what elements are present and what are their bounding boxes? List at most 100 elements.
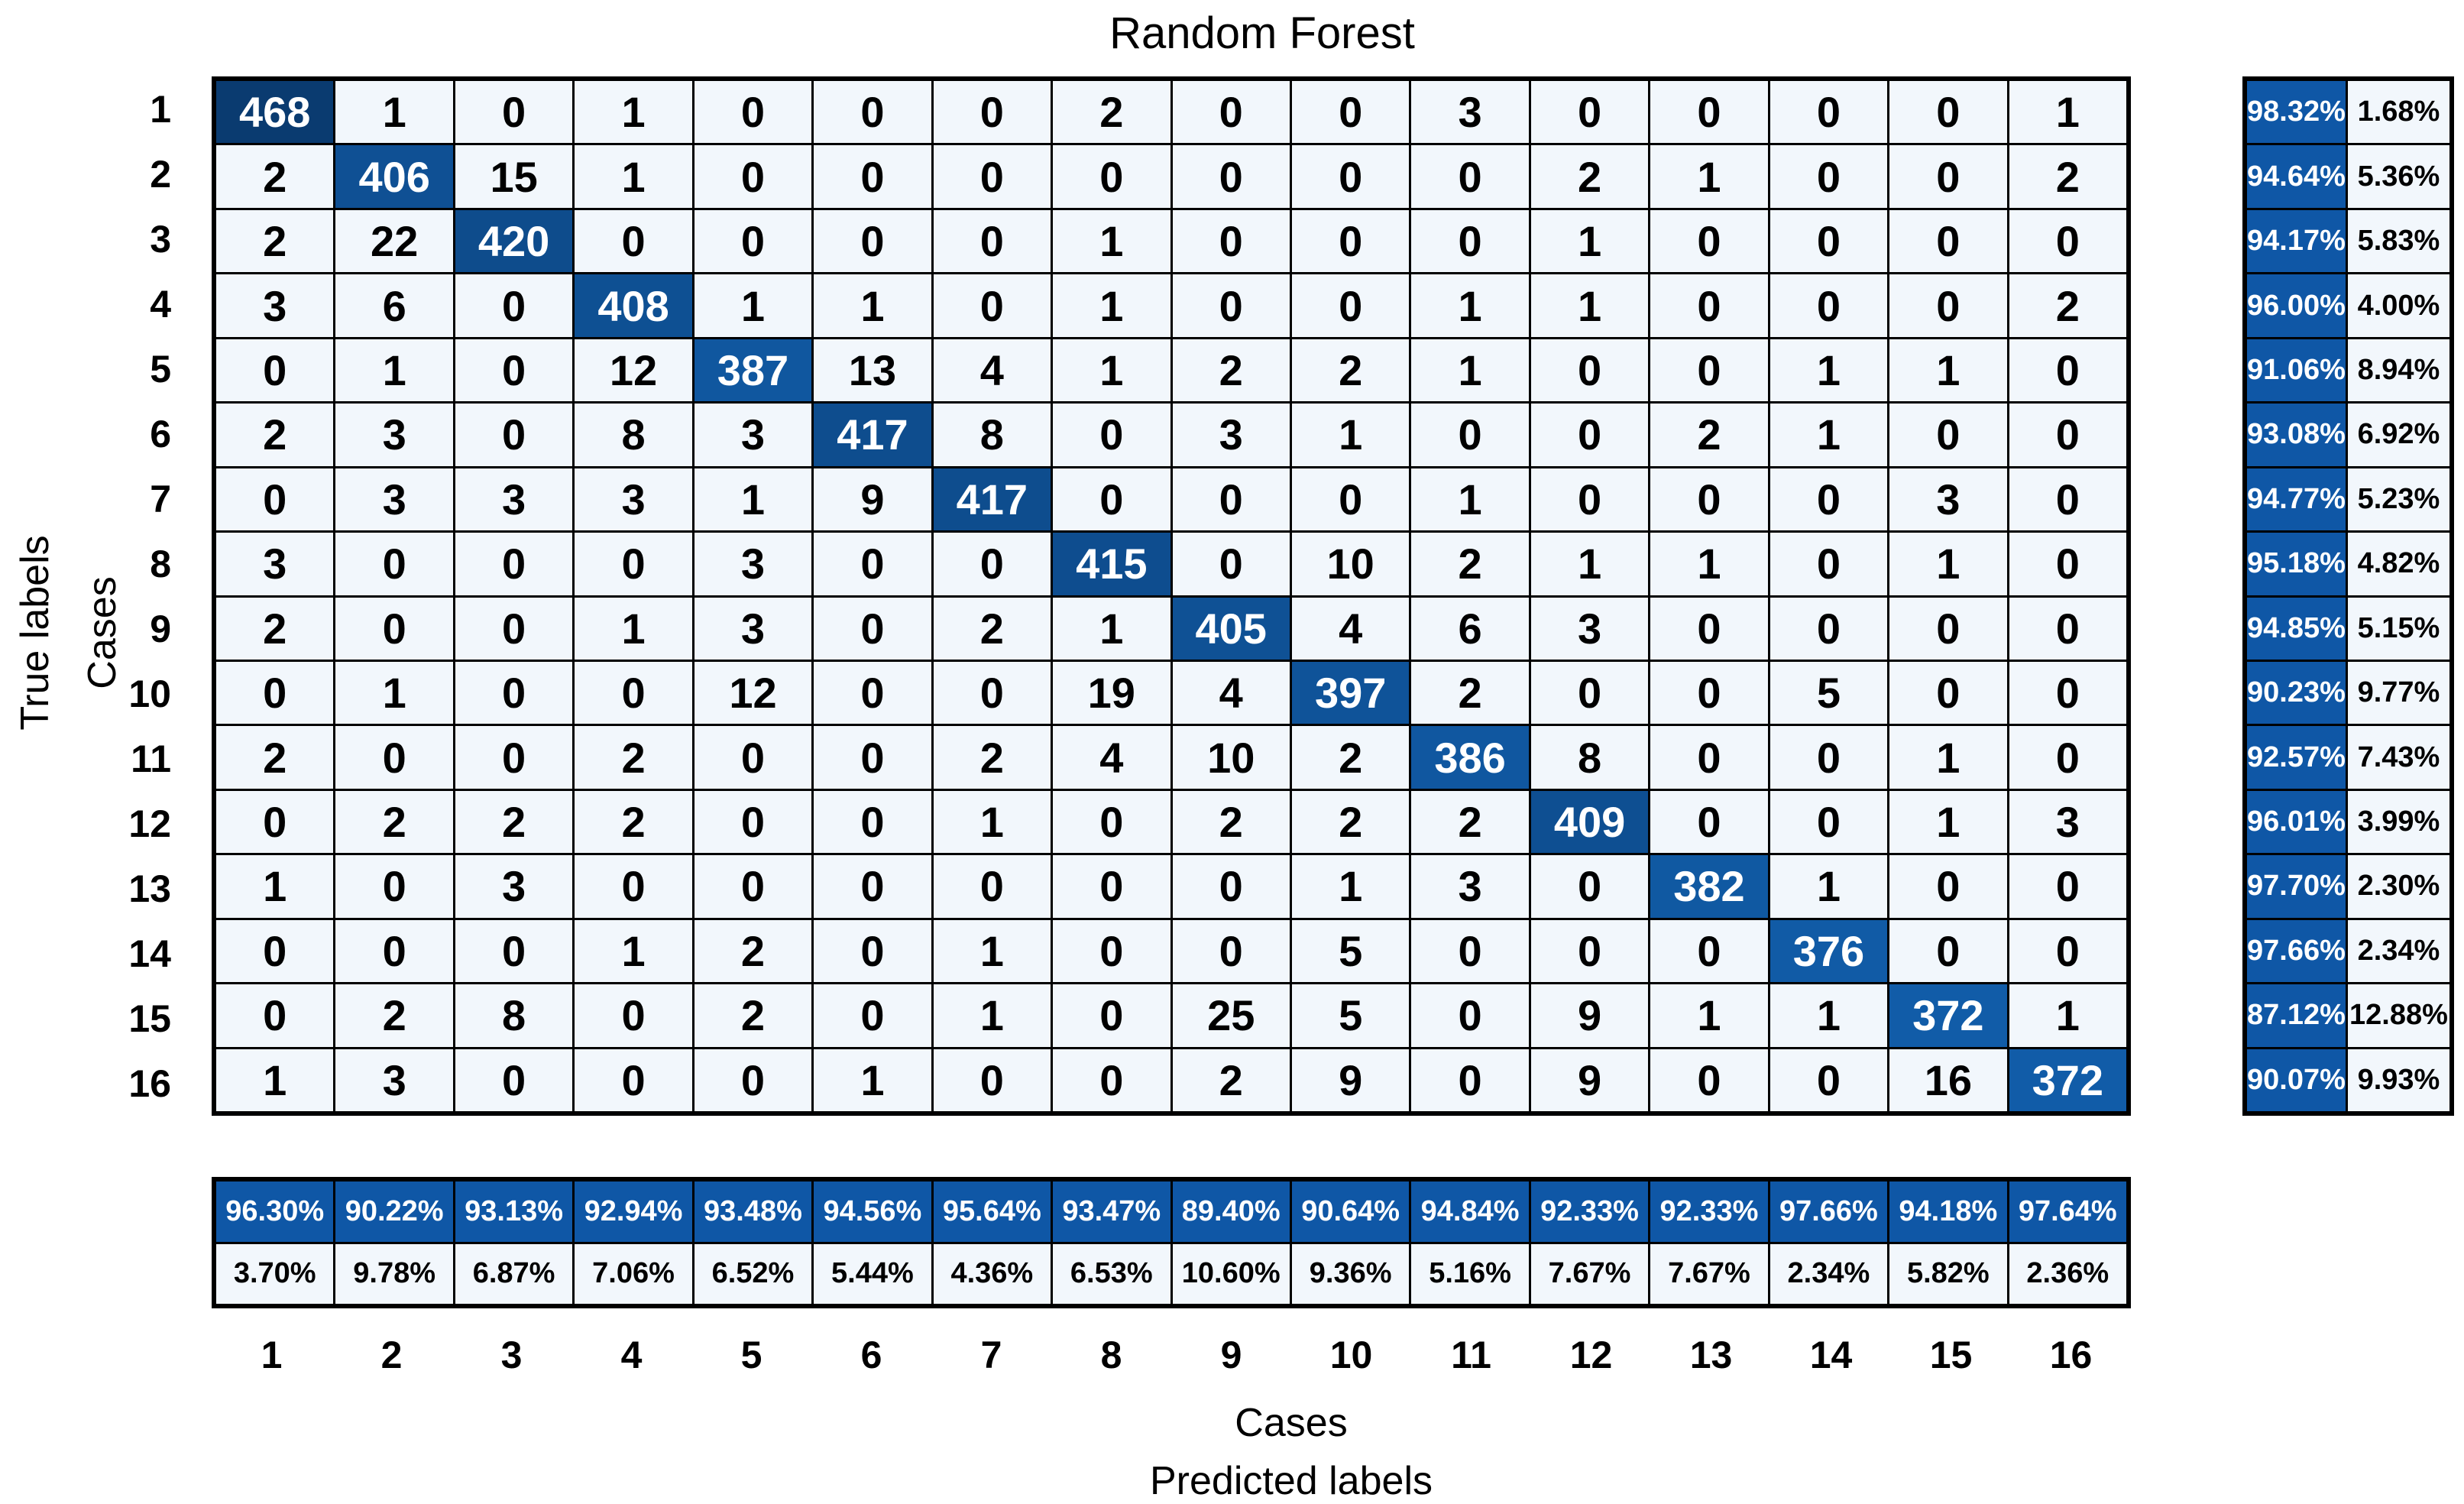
matrix-cell: 0 — [216, 339, 334, 402]
matrix-cell: 0 — [216, 661, 334, 724]
matrix-cell: 0 — [1053, 404, 1170, 466]
column-tick-label: 10 — [1329, 1334, 1373, 1376]
matrix-cell: 1 — [933, 790, 1051, 854]
row-correct-pct: 93.08% — [2247, 404, 2346, 466]
matrix-cell: 0 — [1769, 209, 1888, 273]
matrix-cell: 3 — [335, 1049, 453, 1111]
matrix-cell: 0 — [1172, 468, 1290, 531]
matrix-cell: 1 — [814, 274, 931, 337]
matrix-cell: 1 — [575, 919, 692, 983]
matrix-cell: 0 — [1650, 339, 1768, 402]
matrix-cell: 0 — [455, 404, 573, 466]
matrix-cell: 0 — [455, 533, 573, 595]
row-correct-pct: 97.70% — [2247, 855, 2346, 918]
matrix-cell: 0 — [814, 790, 931, 854]
matrix-cell-diagonal: 409 — [1530, 790, 1649, 854]
matrix-cell: 0 — [933, 1049, 1051, 1111]
matrix-cell: 0 — [1530, 81, 1649, 144]
row-error-pct: 4.00% — [2347, 274, 2449, 337]
matrix-cell: 1 — [2009, 984, 2126, 1047]
matrix-cell: 0 — [1769, 145, 1888, 208]
row-correct-pct: 87.12% — [2247, 984, 2346, 1047]
matrix-cell: 0 — [216, 919, 334, 983]
row-error-pct: 5.15% — [2347, 597, 2449, 660]
matrix-cell: 0 — [814, 533, 931, 595]
row-error-pct: 4.82% — [2347, 533, 2449, 595]
col-error-pct: 7.67% — [1530, 1243, 1649, 1304]
col-error-pct: 10.60% — [1172, 1243, 1290, 1304]
matrix-cell: 2 — [1650, 404, 1768, 466]
matrix-cell: 0 — [1053, 984, 1170, 1047]
matrix-cell-diagonal: 406 — [335, 145, 453, 208]
matrix-cell: 0 — [1769, 274, 1888, 337]
matrix-cell: 0 — [1291, 209, 1410, 273]
matrix-cell: 1 — [1053, 274, 1170, 337]
matrix-cell: 0 — [335, 597, 453, 660]
row-correct-pct: 96.01% — [2247, 790, 2346, 854]
matrix-cell: 0 — [933, 209, 1051, 273]
matrix-cell: 2 — [1291, 790, 1410, 854]
matrix-cell: 3 — [1411, 81, 1529, 144]
matrix-cell: 1 — [1053, 209, 1170, 273]
matrix-cell: 0 — [1769, 81, 1888, 144]
matrix-cell: 0 — [1650, 468, 1768, 531]
matrix-cell: 0 — [814, 919, 931, 983]
matrix-cell: 0 — [1650, 1049, 1768, 1111]
matrix-cell: 5 — [1291, 984, 1410, 1047]
row-summary-grid: 98.32% 1.68% 94.64% 5.36% 94.17% 5.83% 96.00% 4… — [2242, 76, 2454, 1116]
matrix-cell: 0 — [575, 855, 692, 918]
col-correct-pct: 94.18% — [1889, 1181, 2007, 1242]
matrix-cell: 0 — [1291, 145, 1410, 208]
matrix-cell: 0 — [2009, 209, 2126, 273]
matrix-cell-diagonal: 408 — [575, 274, 692, 337]
row-error-pct: 9.77% — [2347, 661, 2449, 724]
matrix-cell: 12 — [694, 661, 812, 724]
matrix-cell: 0 — [1650, 919, 1768, 983]
matrix-cell: 2 — [216, 597, 334, 660]
matrix-cell: 0 — [933, 533, 1051, 595]
matrix-cell: 0 — [1530, 855, 1649, 918]
matrix-cell: 0 — [814, 81, 931, 144]
matrix-cell: 1 — [575, 597, 692, 660]
matrix-cell: 1 — [216, 1049, 334, 1111]
matrix-cell: 2 — [2009, 274, 2126, 337]
matrix-cell: 0 — [814, 209, 931, 273]
matrix-cell: 0 — [694, 1049, 812, 1111]
col-correct-pct: 96.30% — [216, 1181, 334, 1242]
row-error-pct: 2.30% — [2347, 855, 2449, 918]
col-correct-pct: 97.66% — [1769, 1181, 1888, 1242]
matrix-cell: 0 — [1889, 209, 2007, 273]
matrix-cell: 0 — [575, 1049, 692, 1111]
matrix-cell: 0 — [1530, 404, 1649, 466]
col-correct-pct: 92.33% — [1650, 1181, 1768, 1242]
matrix-cell-diagonal: 417 — [814, 404, 931, 466]
matrix-cell-diagonal: 386 — [1411, 726, 1529, 789]
row-error-pct: 1.68% — [2347, 81, 2449, 144]
column-tick-label: 5 — [740, 1334, 763, 1376]
matrix-cell: 0 — [1769, 597, 1888, 660]
matrix-cell: 10 — [1172, 726, 1290, 789]
col-correct-pct: 93.47% — [1053, 1181, 1170, 1242]
matrix-cell: 0 — [1889, 81, 2007, 144]
matrix-cell: 6 — [1411, 597, 1529, 660]
matrix-cell: 2 — [575, 790, 692, 854]
row-tick-label: 1 — [150, 87, 171, 131]
matrix-cell: 2 — [1291, 339, 1410, 402]
row-tick-label: 14 — [128, 932, 171, 975]
matrix-cell: 3 — [694, 597, 812, 660]
matrix-cell: 0 — [1053, 790, 1170, 854]
matrix-cell: 1 — [933, 984, 1051, 1047]
matrix-cell: 2 — [2009, 145, 2126, 208]
matrix-cell-diagonal: 372 — [1889, 984, 2007, 1047]
row-tick-label: 3 — [150, 217, 171, 261]
matrix-cell: 2 — [335, 984, 453, 1047]
matrix-cell: 9 — [1291, 1049, 1410, 1111]
row-error-pct: 5.83% — [2347, 209, 2449, 273]
matrix-cell: 0 — [1172, 81, 1290, 144]
matrix-cell: 0 — [1053, 1049, 1170, 1111]
x-axis-outer-label: Predicted labels — [1150, 1459, 1433, 1503]
matrix-cell: 0 — [1889, 404, 2007, 466]
matrix-cell: 3 — [455, 468, 573, 531]
matrix-cell: 0 — [2009, 597, 2126, 660]
matrix-cell: 1 — [1053, 339, 1170, 402]
